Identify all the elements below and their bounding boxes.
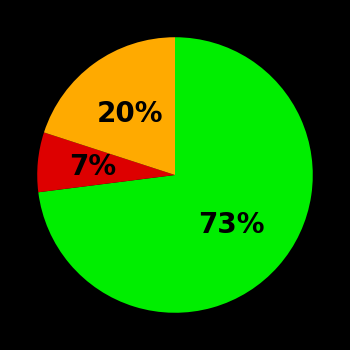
Wedge shape (44, 37, 175, 175)
Wedge shape (37, 132, 175, 192)
Text: 7%: 7% (69, 153, 116, 181)
Text: 73%: 73% (198, 211, 265, 239)
Wedge shape (38, 37, 313, 313)
Text: 20%: 20% (97, 100, 164, 128)
